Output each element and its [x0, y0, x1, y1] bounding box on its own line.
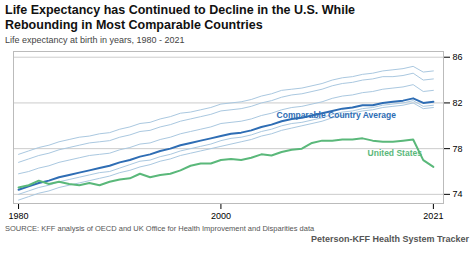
svg-text:2021: 2021 [423, 211, 443, 221]
svg-text:United States: United States [368, 148, 423, 158]
html-text:Life expectancy at birth in ye: Life expectancy at birth in years, 1980 … [5, 35, 185, 45]
html-text:Life Expectancy has Continued: Life Expectancy has Continued to Decline… [5, 3, 356, 32]
svg-text:2000: 2000 [211, 211, 231, 221]
html-text:Peterson-KFF Health System Tra: Peterson-KFF Health System Tracker [310, 234, 469, 244]
svg-text:Comparable Country Average: Comparable Country Average [277, 110, 397, 120]
svg-text:86: 86 [453, 52, 463, 62]
svg-text:78: 78 [453, 144, 463, 154]
svg-text:82: 82 [453, 98, 463, 108]
svg-text:74: 74 [453, 189, 463, 199]
html-text:SOURCE: KFF analysis of OECD a: SOURCE: KFF analysis of OECD and UK Offi… [5, 224, 315, 233]
svg-text:1980: 1980 [9, 211, 29, 221]
